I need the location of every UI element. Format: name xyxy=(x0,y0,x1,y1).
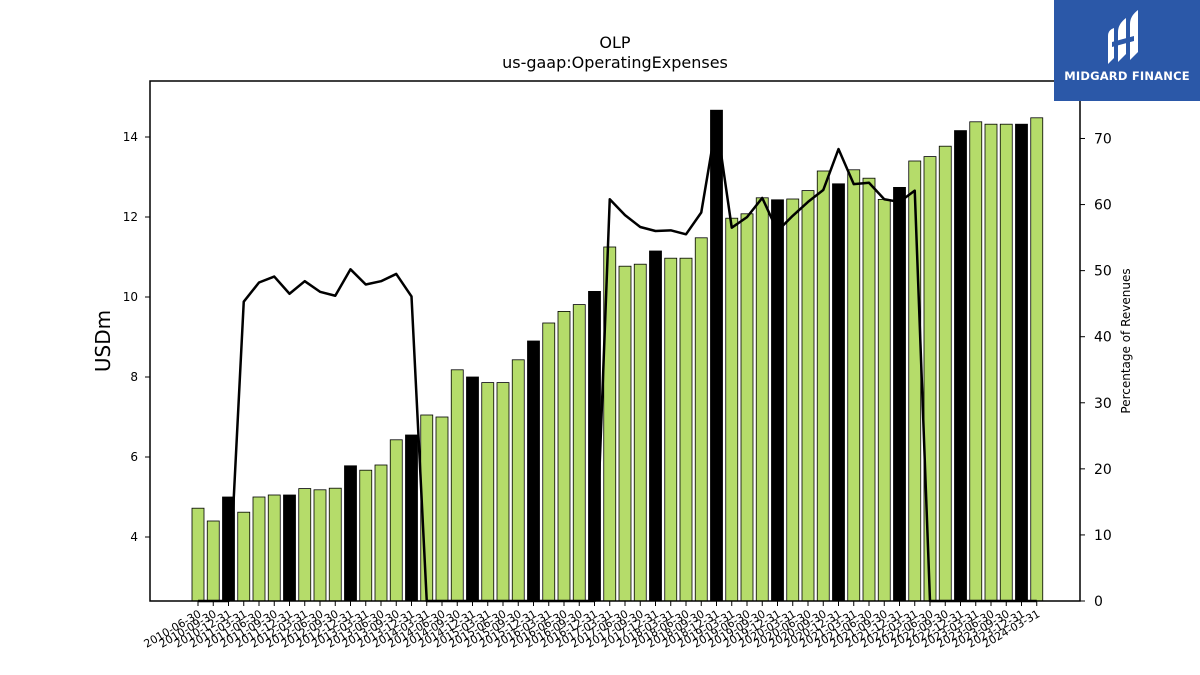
bar-2023-12-31 xyxy=(1015,123,1028,602)
bar-2018-12-31 xyxy=(710,109,723,602)
y-tick-label: 14 xyxy=(123,130,138,144)
bar-2017-09-30 xyxy=(633,263,647,602)
percentage-line xyxy=(198,120,1037,603)
bar-2013-09-30 xyxy=(389,439,403,602)
bar-2013-06-30 xyxy=(374,464,388,602)
bar-2018-09-30 xyxy=(694,237,708,602)
bar-2020-09-30 xyxy=(816,170,830,602)
bar-2013-03-31 xyxy=(359,469,373,602)
bar-2023-03-31 xyxy=(969,121,983,602)
chart-subtitle: us-gaap:OperatingExpenses xyxy=(502,53,728,72)
bar-2023-06-30 xyxy=(984,123,998,602)
y2-tick-label: 60 xyxy=(1094,198,1112,214)
bar-2015-09-30 xyxy=(511,359,525,602)
bar-2019-06-30 xyxy=(740,213,754,602)
bar-2020-12-31 xyxy=(832,183,845,602)
bar-2016-06-30 xyxy=(557,310,571,602)
y2-tick-label: 50 xyxy=(1094,264,1112,280)
brand-logo: MIDGARD FINANCE xyxy=(1054,0,1200,101)
bar-2012-03-31 xyxy=(298,488,312,602)
bar-2019-09-30 xyxy=(755,197,769,602)
bar-2015-12-31 xyxy=(527,340,540,602)
bar-2014-06-30 xyxy=(435,416,449,602)
y-tick-label: 12 xyxy=(123,210,138,224)
bar-2011-06-30 xyxy=(252,496,266,602)
bar-2022-09-30 xyxy=(938,145,952,602)
bar-2020-03-31 xyxy=(786,198,800,602)
bar-2016-12-31 xyxy=(588,290,601,602)
bar-2021-12-31 xyxy=(893,186,906,602)
y-tick-label: 10 xyxy=(123,290,138,304)
bar-2014-12-31 xyxy=(466,376,479,602)
bar-2018-03-31 xyxy=(664,257,678,602)
bar-2010-09-30 xyxy=(206,520,220,602)
y-tick-label: 4 xyxy=(130,530,138,544)
bar-2022-06-30 xyxy=(923,156,937,602)
bar-2016-03-31 xyxy=(542,322,556,602)
bar-2022-03-31 xyxy=(908,160,922,602)
bar-2021-03-31 xyxy=(847,169,861,602)
bar-2012-06-30 xyxy=(313,489,327,602)
y2-tick-label: 70 xyxy=(1094,131,1112,147)
bar-2010-06-30 xyxy=(191,507,205,602)
bar-2016-09-30 xyxy=(572,304,586,602)
bar-2011-09-30 xyxy=(267,494,281,602)
bar-2024-03-31 xyxy=(1030,117,1044,602)
y2-tick-label: 10 xyxy=(1094,528,1112,544)
bar-2012-12-31 xyxy=(344,465,357,602)
bar-2022-12-31 xyxy=(954,130,967,602)
bar-2011-03-31 xyxy=(237,511,251,602)
plot-frame xyxy=(149,80,1081,602)
bar-2011-12-31 xyxy=(283,494,296,602)
bar-2017-12-31 xyxy=(649,250,662,602)
bar-2019-12-31 xyxy=(771,199,784,602)
y2-tick-label: 40 xyxy=(1094,330,1112,346)
brand-name: MIDGARD FINANCE xyxy=(1064,69,1190,83)
midgard-logo-icon xyxy=(1108,10,1138,64)
bar-2019-03-31 xyxy=(725,217,739,602)
bar-2021-09-30 xyxy=(877,198,891,602)
bar-2013-12-31 xyxy=(405,434,418,602)
y-axis-label: USDm xyxy=(91,310,115,372)
y2-tick-label: 30 xyxy=(1094,396,1112,412)
bar-2023-09-30 xyxy=(999,123,1013,602)
bar-2015-03-31 xyxy=(481,382,495,602)
bar-2017-06-30 xyxy=(618,265,632,602)
chart-title: OLP xyxy=(599,33,631,52)
y2-tick-label: 20 xyxy=(1094,462,1112,478)
y2-axis-label: Percentage of Revenues xyxy=(1119,268,1133,413)
bar-2015-06-30 xyxy=(496,382,510,602)
y-tick-label: 6 xyxy=(130,450,138,464)
y2-tick-label: 0 xyxy=(1094,594,1103,610)
bar-2018-06-30 xyxy=(679,257,693,602)
bar-2014-09-30 xyxy=(450,369,464,602)
plot-area: 4681012140102030405060702010-06-302010-0… xyxy=(123,80,1112,651)
bar-2021-06-30 xyxy=(862,177,876,602)
y-tick-label: 8 xyxy=(130,370,138,384)
bar-2020-06-30 xyxy=(801,190,815,602)
bar-2012-09-30 xyxy=(328,487,342,602)
